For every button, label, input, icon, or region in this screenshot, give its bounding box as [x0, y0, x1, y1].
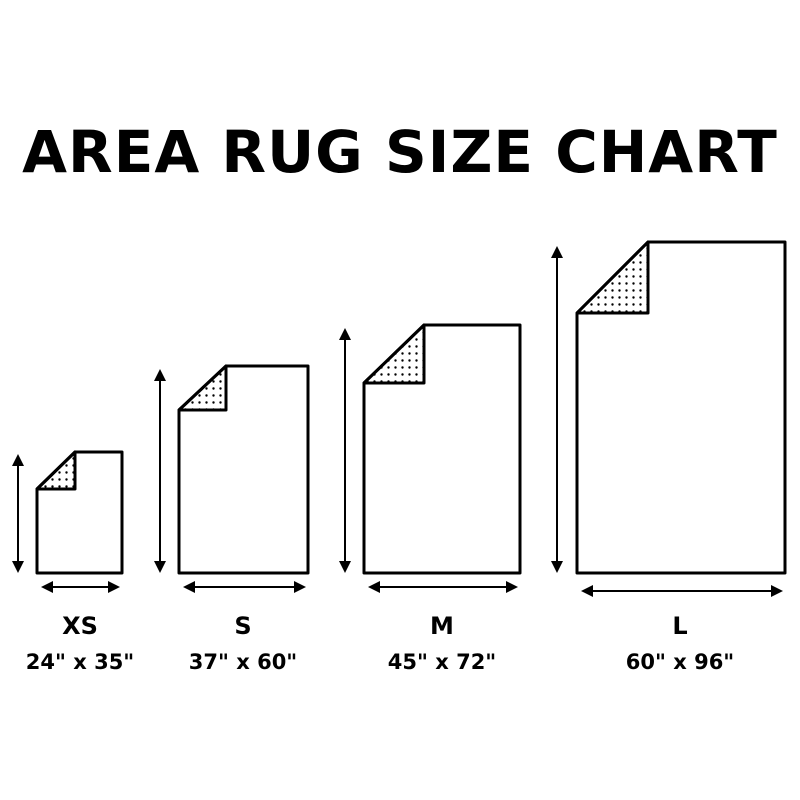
rug-l-dimensions: 60" x 96" [625, 650, 735, 674]
rug-xs-outline [35, 450, 124, 575]
rug-s-size: S [234, 612, 252, 640]
rug-xs-size: XS [62, 612, 98, 640]
rug-xs-dimensions: 24" x 35" [25, 650, 135, 674]
rug-m-folded-corner [362, 323, 426, 385]
chart-title: AREA RUG SIZE CHART [22, 118, 778, 186]
rug-s-dimensions: 37" x 60" [188, 650, 298, 674]
rug-l-folded-corner [575, 240, 650, 315]
rug-xs-folded-corner [35, 450, 77, 491]
rug-l-size: L [672, 612, 688, 640]
rug-s-folded-corner [177, 364, 228, 412]
rug-m-dimensions: 45" x 72" [387, 650, 497, 674]
rug-m-size: M [430, 612, 454, 640]
